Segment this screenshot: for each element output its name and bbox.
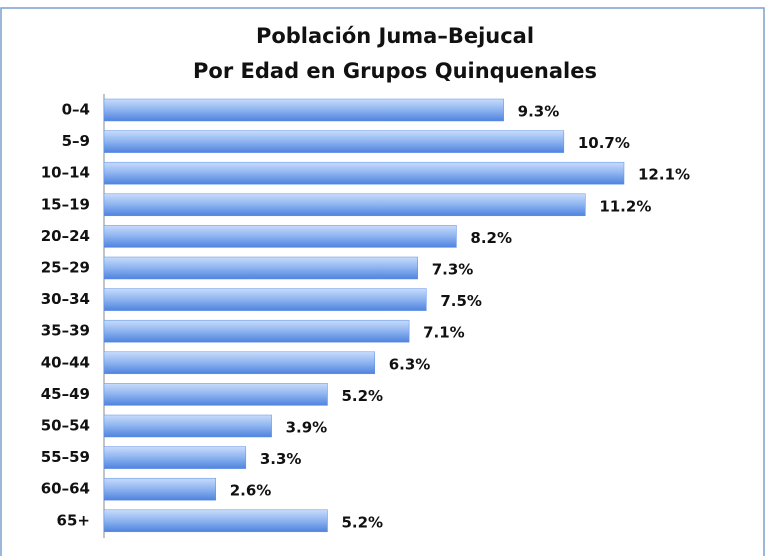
category-label: 40–44 bbox=[41, 353, 90, 371]
data-label: 3.3% bbox=[260, 450, 302, 468]
bar bbox=[103, 161, 625, 185]
bar bbox=[103, 130, 565, 153]
data-label: 9.3% bbox=[518, 103, 560, 121]
chart-title: Población Juma–Bejucal bbox=[256, 24, 534, 48]
data-label: 5.2% bbox=[341, 387, 383, 405]
bar bbox=[103, 193, 586, 217]
bar bbox=[103, 225, 457, 248]
bar bbox=[103, 509, 328, 533]
data-label: 6.3% bbox=[389, 355, 431, 373]
data-label: 7.3% bbox=[432, 261, 474, 279]
bar bbox=[103, 319, 410, 343]
category-label: 30–34 bbox=[41, 290, 90, 308]
data-label: 2.6% bbox=[230, 482, 272, 500]
category-label: 60–64 bbox=[41, 480, 90, 498]
bar bbox=[103, 446, 247, 469]
bar bbox=[103, 383, 328, 406]
category-label: 35–39 bbox=[41, 322, 90, 340]
category-label: 5–9 bbox=[62, 132, 90, 150]
category-label: 25–29 bbox=[41, 259, 90, 277]
bar bbox=[103, 256, 418, 280]
bar bbox=[103, 288, 427, 311]
frame bbox=[0, 7, 765, 556]
chart-subtitle: Por Edad en Grupos Quinquenales bbox=[193, 59, 597, 83]
bar bbox=[103, 414, 272, 438]
bar bbox=[103, 351, 375, 375]
data-label: 5.2% bbox=[341, 513, 383, 531]
category-label: 55–59 bbox=[41, 448, 90, 466]
category-label: 0–4 bbox=[62, 101, 90, 119]
data-label: 10.7% bbox=[578, 134, 630, 152]
bar bbox=[103, 477, 216, 501]
category-label: 20–24 bbox=[41, 227, 90, 245]
category-label: 45–49 bbox=[41, 385, 90, 403]
category-label: 65+ bbox=[57, 511, 90, 529]
data-label: 8.2% bbox=[470, 229, 512, 247]
data-label: 3.9% bbox=[286, 419, 328, 437]
category-label: 10–14 bbox=[41, 164, 90, 182]
data-label: 7.5% bbox=[440, 292, 482, 310]
data-label: 12.1% bbox=[638, 166, 690, 184]
category-label: 15–19 bbox=[41, 195, 90, 213]
category-label: 50–54 bbox=[41, 417, 90, 435]
bar bbox=[103, 98, 504, 122]
data-label: 7.1% bbox=[423, 324, 465, 342]
data-label: 11.2% bbox=[599, 197, 651, 215]
